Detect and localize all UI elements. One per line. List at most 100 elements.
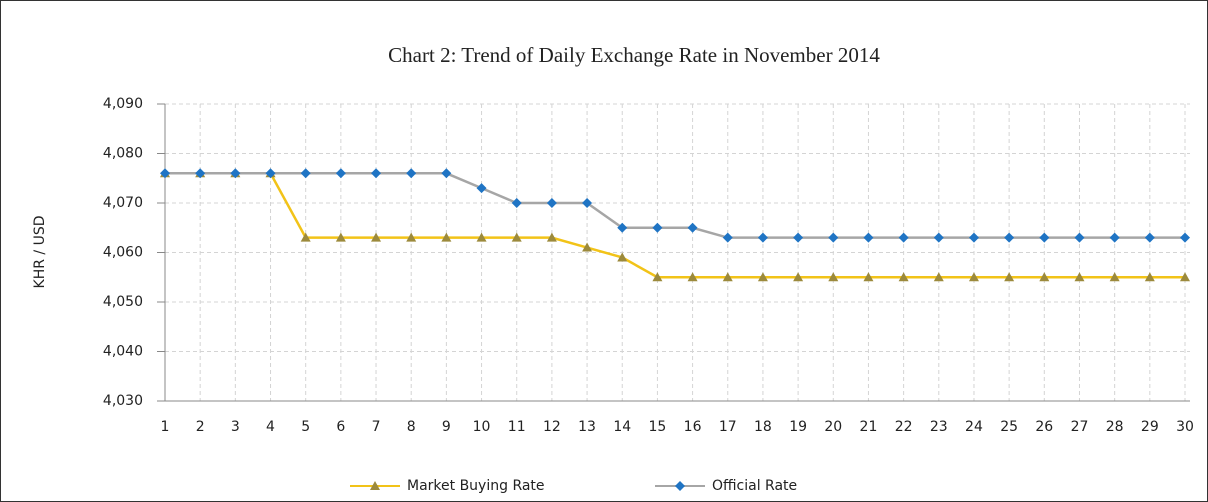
data-point: [652, 272, 663, 282]
data-point: [1039, 272, 1050, 282]
data-point: [863, 272, 874, 282]
data-point: [1004, 272, 1015, 282]
x-tick-label: 9: [442, 419, 451, 435]
x-tick-label: 25: [1000, 419, 1018, 435]
data-point: [863, 232, 874, 243]
x-tick-label: 24: [965, 419, 983, 435]
data-point: [933, 232, 944, 243]
data-point: [933, 272, 944, 282]
y-tick-label: 4,060: [103, 245, 143, 261]
x-tick-label: 13: [578, 419, 596, 435]
data-point: [968, 232, 979, 243]
data-point: [300, 232, 311, 242]
data-point: [722, 232, 733, 243]
x-tick-label: 5: [301, 419, 310, 435]
data-point: [617, 222, 628, 233]
data-point: [757, 232, 768, 243]
y-tick-label: 4,050: [103, 294, 143, 310]
data-point: [1074, 232, 1085, 243]
x-tick-label: 30: [1176, 419, 1194, 435]
data-point: [1074, 272, 1085, 282]
x-tick-label: 22: [895, 419, 913, 435]
data-point: [335, 232, 346, 242]
data-point: [406, 168, 417, 179]
x-tick-label: 6: [336, 419, 345, 435]
series-line: [165, 172, 1185, 279]
data-point: [898, 272, 909, 282]
x-tick-label: 10: [473, 419, 491, 435]
data-point: [1109, 272, 1120, 282]
legend-label: Official Rate: [712, 478, 797, 494]
series-line: [165, 172, 1185, 239]
data-point: [793, 232, 804, 243]
chart-title: Chart 2: Trend of Daily Exchange Rate in…: [388, 43, 880, 67]
x-tick-label: 23: [930, 419, 948, 435]
data-point: [757, 272, 768, 282]
data-point: [582, 198, 593, 208]
x-tick-label: 20: [824, 419, 842, 435]
x-tick-label: 21: [860, 419, 878, 435]
data-point: [406, 232, 417, 242]
x-tick-label: 11: [508, 419, 526, 435]
x-tick-label: 15: [648, 419, 666, 435]
data-point: [793, 272, 804, 282]
x-tick-label: 26: [1035, 419, 1053, 435]
x-tick-label: 12: [543, 419, 561, 435]
data-point: [722, 272, 733, 282]
data-point: [1039, 232, 1050, 243]
x-tick-label: 28: [1106, 419, 1124, 435]
data-point: [476, 183, 487, 194]
y-tick-label: 4,080: [103, 146, 143, 162]
data-point: [371, 232, 382, 242]
data-point: [968, 272, 979, 282]
data-point: [546, 232, 557, 242]
data-point: [335, 168, 346, 179]
data-point: [1180, 272, 1190, 282]
data-point: [476, 232, 487, 242]
x-tick-label: 29: [1141, 419, 1159, 435]
y-tick-label: 4,090: [103, 96, 143, 112]
data-point: [1144, 272, 1155, 282]
y-tick-label: 4,070: [103, 195, 143, 211]
data-point: [828, 272, 839, 282]
data-point: [371, 168, 382, 179]
legend-label: Market Buying Rate: [407, 478, 545, 494]
data-point: [300, 168, 311, 179]
legend-marker: [370, 481, 380, 490]
data-point: [687, 272, 698, 282]
x-tick-label: 3: [231, 419, 240, 435]
data-point: [652, 222, 663, 233]
data-point: [441, 232, 452, 242]
data-point: [1180, 232, 1190, 243]
x-tick-label: 17: [719, 419, 737, 435]
x-tick-label: 4: [266, 419, 275, 435]
x-tick-label: 7: [372, 419, 381, 435]
y-tick-label: 4,030: [103, 393, 143, 409]
data-point: [582, 242, 593, 252]
x-tick-label: 14: [613, 419, 631, 435]
data-point: [230, 168, 241, 179]
x-tick-label: 16: [684, 419, 702, 435]
data-point: [617, 252, 628, 262]
data-point: [1144, 232, 1155, 243]
data-point: [546, 198, 557, 208]
data-point: [195, 168, 206, 179]
x-tick-label: 2: [196, 419, 205, 435]
x-tick-label: 27: [1071, 419, 1089, 435]
x-tick-label: 8: [407, 419, 416, 435]
data-point: [828, 232, 839, 243]
data-point: [1004, 232, 1015, 243]
data-point: [441, 168, 452, 179]
x-tick-label: 18: [754, 419, 772, 435]
y-axis-label: KHR / USD: [32, 216, 48, 289]
data-point: [1109, 232, 1120, 243]
x-tick-label: 1: [161, 419, 170, 435]
data-point: [898, 232, 909, 243]
y-tick-label: 4,040: [103, 344, 143, 360]
data-point: [511, 198, 522, 208]
data-point: [687, 222, 698, 233]
legend-marker: [675, 481, 685, 491]
data-point: [511, 232, 522, 242]
